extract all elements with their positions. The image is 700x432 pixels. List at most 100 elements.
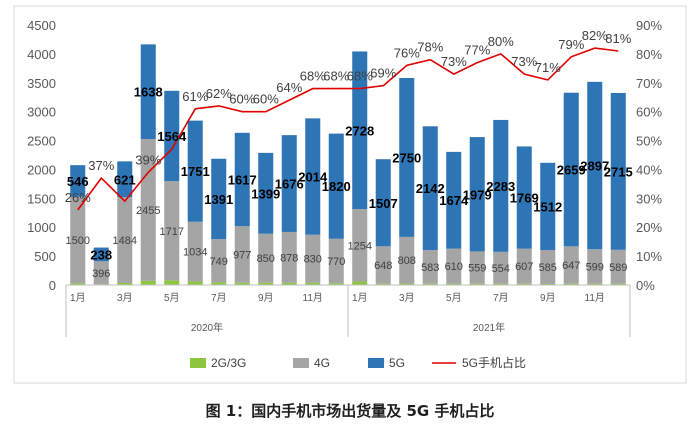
label-4g: 396 bbox=[92, 268, 110, 280]
label-4g: 610 bbox=[445, 261, 463, 273]
bar-4g bbox=[563, 246, 579, 284]
label-share: 71% bbox=[535, 60, 561, 75]
x-tick-label: 5月 bbox=[446, 292, 462, 304]
label-share: 26% bbox=[65, 190, 91, 205]
bar-4g bbox=[422, 250, 438, 284]
y-tick-label: 2000 bbox=[27, 162, 56, 177]
label-5g: 1769 bbox=[510, 191, 539, 206]
label-5g: 238 bbox=[90, 247, 112, 262]
bar-2g-3g bbox=[352, 281, 368, 285]
y-tick-label: 3000 bbox=[27, 105, 56, 120]
label-5g: 2897 bbox=[580, 159, 609, 174]
bar-2g-3g bbox=[234, 282, 250, 285]
legend-label: 2G/3G bbox=[211, 356, 246, 370]
y2-tick-label: 90% bbox=[636, 18, 662, 33]
bar-5g bbox=[352, 51, 368, 210]
x-tick-label: 3月 bbox=[117, 292, 133, 304]
x-tick-label: 5月 bbox=[164, 292, 180, 304]
bar-2g-3g bbox=[469, 283, 485, 285]
bar-4g bbox=[446, 248, 462, 284]
label-4g: 554 bbox=[492, 263, 510, 275]
bar-4g bbox=[117, 197, 133, 283]
x-tick-label: 3月 bbox=[399, 292, 415, 304]
y2-tick-label: 0% bbox=[636, 278, 655, 293]
label-4g: 599 bbox=[586, 262, 604, 274]
share-line-path bbox=[77, 47, 619, 211]
label-5g: 1676 bbox=[275, 177, 304, 192]
bar-4g bbox=[93, 261, 109, 285]
y2-tick-label: 50% bbox=[636, 134, 662, 149]
bar-5g bbox=[140, 44, 156, 139]
bar-4g bbox=[399, 236, 415, 284]
y2-tick-label: 10% bbox=[636, 249, 662, 264]
bar-2g-3g bbox=[375, 283, 391, 285]
y-tick-label: 4500 bbox=[27, 18, 56, 33]
x-tick-label: 9月 bbox=[540, 292, 556, 304]
label-share: 76% bbox=[394, 45, 420, 60]
share-line bbox=[77, 47, 619, 211]
chart-frame bbox=[13, 5, 687, 384]
y2-tick-label: 60% bbox=[636, 105, 662, 120]
label-share: 82% bbox=[582, 28, 608, 43]
label-share: 69% bbox=[370, 66, 396, 81]
label-share: 73% bbox=[441, 54, 467, 69]
bar-5g bbox=[422, 126, 438, 251]
label-5g: 1751 bbox=[181, 164, 210, 179]
label-4g: 2455 bbox=[136, 205, 160, 217]
label-4g: 1500 bbox=[66, 235, 90, 247]
label-5g: 1979 bbox=[463, 187, 492, 202]
y-tick-label: 3500 bbox=[27, 76, 56, 91]
label-4g: 1717 bbox=[160, 226, 184, 238]
bar-5g bbox=[187, 120, 203, 222]
legend-label: 5G bbox=[389, 356, 405, 370]
bar-2g-3g bbox=[258, 282, 274, 285]
bar-2g-3g bbox=[446, 283, 462, 285]
bar-2g-3g bbox=[211, 282, 227, 285]
bar-4g bbox=[328, 238, 344, 284]
label-4g: 1034 bbox=[183, 247, 207, 259]
label-5g: 2142 bbox=[416, 181, 445, 196]
bar-4g bbox=[469, 251, 485, 284]
label-4g: 607 bbox=[515, 261, 533, 273]
bars bbox=[70, 44, 626, 285]
label-4g: 1484 bbox=[113, 235, 137, 247]
label-4g: 977 bbox=[233, 249, 251, 261]
year-label: 2021年 bbox=[473, 321, 505, 334]
y2-tick-label: 30% bbox=[636, 191, 662, 206]
label-5g: 1564 bbox=[157, 129, 187, 144]
label-share: 60% bbox=[229, 92, 255, 107]
label-5g: 2728 bbox=[345, 123, 374, 138]
label-share: 77% bbox=[464, 43, 490, 58]
y-tick-label: 1000 bbox=[27, 220, 56, 235]
label-4g: 770 bbox=[327, 256, 345, 268]
label-4g: 585 bbox=[539, 262, 557, 274]
bar-4g bbox=[540, 250, 556, 284]
label-5g: 1512 bbox=[533, 199, 562, 214]
label-share: 79% bbox=[558, 37, 584, 52]
bar-4g bbox=[587, 249, 603, 284]
bar-2g-3g bbox=[399, 283, 415, 285]
label-share: 68% bbox=[300, 69, 326, 84]
bar-5g bbox=[70, 165, 86, 197]
label-5g: 1399 bbox=[251, 186, 280, 201]
bar-5g bbox=[375, 159, 391, 247]
bar-4g bbox=[516, 248, 532, 284]
bar-5g bbox=[93, 247, 109, 262]
bar-4g bbox=[281, 231, 297, 283]
label-share: 39% bbox=[135, 152, 161, 167]
y-tick-label: 4000 bbox=[27, 47, 56, 62]
label-share: 80% bbox=[488, 34, 514, 49]
bar-5g bbox=[587, 81, 603, 250]
bar-2g-3g bbox=[422, 283, 438, 285]
label-4g: 589 bbox=[609, 262, 627, 274]
label-share: 64% bbox=[276, 80, 302, 95]
y2-tick-label: 70% bbox=[636, 76, 662, 91]
legend-label: 4G bbox=[314, 356, 330, 370]
bar-5g bbox=[211, 158, 227, 240]
label-5g: 2283 bbox=[486, 179, 515, 194]
label-4g: 830 bbox=[304, 254, 322, 266]
bar-4g bbox=[187, 221, 203, 282]
bar-5g bbox=[164, 90, 180, 182]
x-tick-label: 7月 bbox=[493, 292, 509, 304]
y-axis-left: 0 500 1000 1500 2000 2500 3000 3500 4000 4500 bbox=[27, 18, 56, 293]
